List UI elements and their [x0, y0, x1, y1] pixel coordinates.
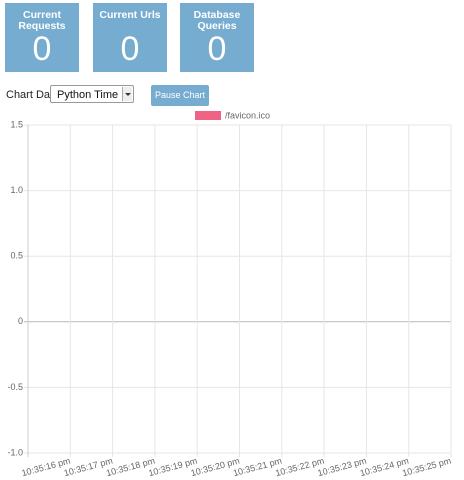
card-value: 0: [207, 30, 227, 68]
pause-button[interactable]: Pause Chart: [151, 85, 209, 106]
y-tick-label: -1.0: [7, 447, 23, 457]
legend-swatch: [195, 111, 221, 120]
card-label: Database Queries: [193, 9, 241, 32]
y-tick-label: 0: [18, 316, 23, 326]
y-tick-label: 0.5: [10, 251, 23, 261]
card-label: Current Requests: [18, 9, 66, 32]
stat-card: Current Requests 0: [5, 3, 79, 72]
card-value: 0: [32, 30, 52, 68]
select-value: Python Time: [57, 89, 119, 101]
select-arrow: [122, 87, 132, 101]
chart-data-label: Chart Data: [6, 89, 60, 101]
y-tick-label: 1.5: [10, 119, 23, 129]
legend-label: /favicon.ico: [225, 110, 270, 120]
card-label: Current Urls: [99, 9, 161, 21]
y-tick-label: 1.0: [10, 185, 23, 195]
chart-data-select[interactable]: Python Time: [50, 85, 134, 103]
stat-card: Current Urls 0: [93, 3, 167, 72]
card-value: 0: [120, 30, 140, 68]
x-tick-label: 10:35:25 pm: [401, 456, 452, 479]
stat-card: Database Queries 0: [180, 3, 254, 72]
y-tick-label: -0.5: [7, 382, 23, 392]
